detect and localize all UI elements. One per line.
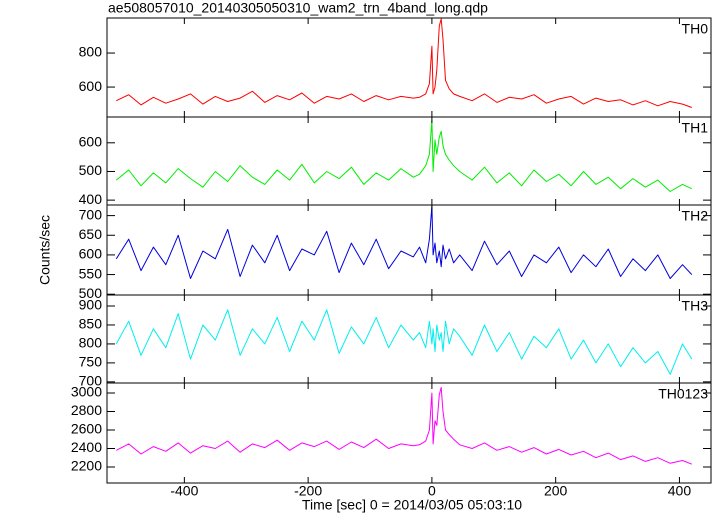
y-tick-label: 2200 (71, 458, 102, 474)
data-line (115, 309, 693, 375)
data-line (116, 18, 692, 108)
panel-frame (106, 116, 712, 206)
data-line (116, 386, 692, 465)
y-tick-label: 600 (79, 78, 103, 94)
y-tick-label: 800 (79, 335, 103, 351)
y-tick-label: 550 (79, 265, 103, 281)
y-tick-label: 800 (79, 44, 103, 60)
y-tick-label: 400 (79, 191, 103, 207)
y-tick-label: 650 (79, 226, 103, 242)
x-tick-label: 0 (428, 483, 436, 499)
y-tick-label: 900 (79, 297, 103, 313)
y-tick-label: 2400 (71, 439, 102, 455)
y-tick-label: 2600 (71, 421, 102, 437)
panel-label: TH2 (682, 208, 709, 224)
panel-label: TH0 (682, 21, 709, 37)
x-tick-label: -400 (170, 483, 198, 499)
x-tick-label: 400 (668, 483, 692, 499)
y-tick-label: 500 (79, 162, 103, 178)
y-tick-label: 3000 (71, 384, 102, 400)
y-tick-label: 850 (79, 316, 103, 332)
x-tick-label: 200 (544, 483, 568, 499)
y-tick-label: 750 (79, 354, 103, 370)
panel-label: TH3 (682, 298, 709, 314)
y-tick-label: 2800 (71, 402, 102, 418)
data-line (115, 205, 693, 279)
y-tick-label: 700 (79, 373, 103, 389)
panel-label: TH1 (682, 120, 709, 136)
y-tick-label: 700 (79, 206, 103, 222)
panel-label: TH0123 (658, 386, 708, 402)
y-tick-label: 500 (79, 285, 103, 301)
chart-title: ae508057010_20140305050310_wam2_trn_4ban… (108, 0, 488, 16)
x-tick-label: -200 (294, 483, 322, 499)
panel-frame (106, 382, 712, 484)
x-axis-label: Time [sec] 0 = 2014/03/05 05:03:10 (302, 497, 522, 513)
y-tick-label: 600 (79, 246, 103, 262)
panel-frame (106, 17, 712, 118)
y-axis-label: Counts/sec (37, 215, 53, 285)
data-line (115, 119, 693, 192)
y-tick-label: 600 (79, 134, 103, 150)
panel-frame (106, 204, 712, 296)
